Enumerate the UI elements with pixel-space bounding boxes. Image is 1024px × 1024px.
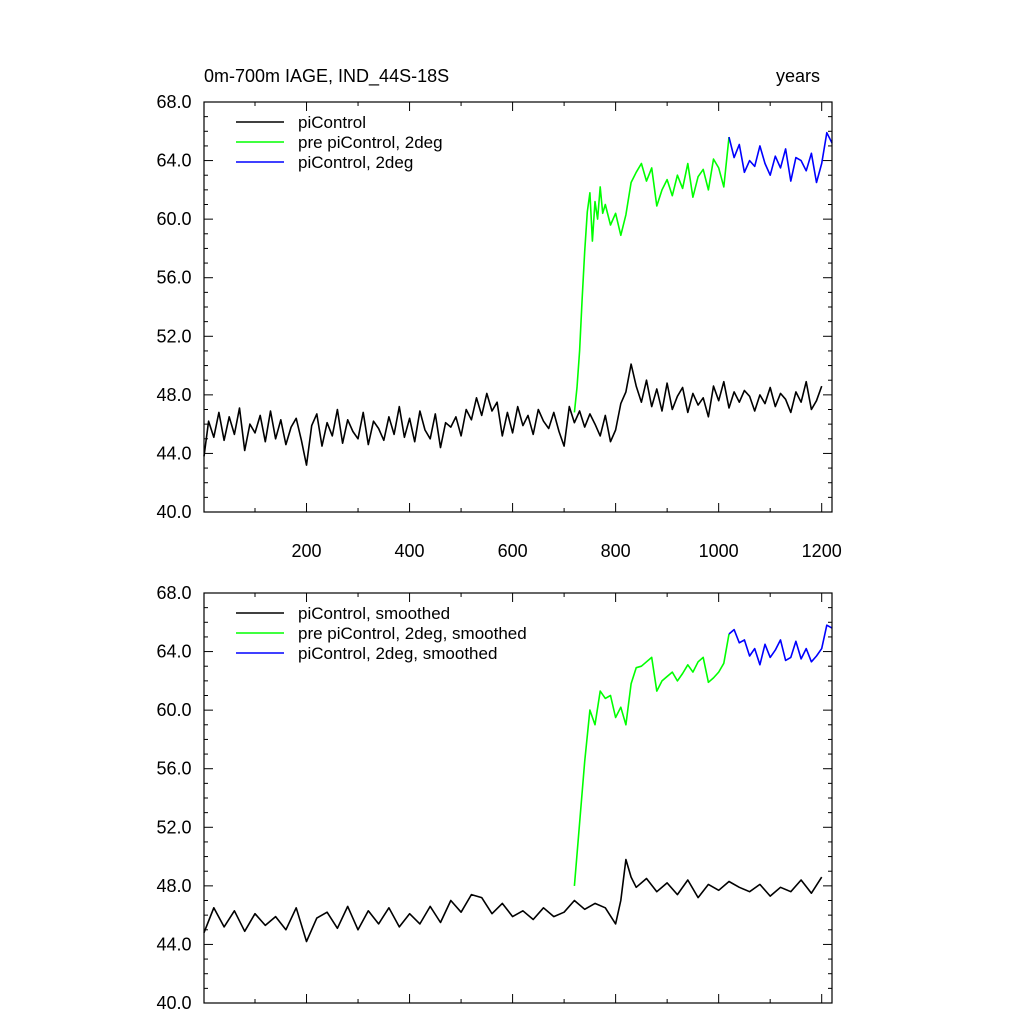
y-tick-label: 40.0 [156, 502, 191, 522]
y-tick-label: 48.0 [156, 385, 191, 405]
y-tick-label: 56.0 [156, 268, 191, 288]
series-line-1-0 [203, 858, 823, 943]
series-line-0-1 [573, 137, 730, 413]
legend-label: piControl, 2deg [298, 153, 413, 172]
x-tick-label: 1200 [802, 541, 842, 561]
y-tick-label: 64.0 [156, 151, 191, 171]
x-tick-label: 800 [601, 541, 631, 561]
x-tick-label: 600 [498, 541, 528, 561]
series-line-0-2 [728, 131, 833, 184]
units-label: years [776, 66, 820, 86]
legend-label: pre piControl, 2deg [298, 133, 443, 152]
chart-title: 0m-700m IAGE, IND_44S-18S [204, 66, 449, 87]
y-tick-label: 52.0 [156, 326, 191, 346]
series-line-0-0 [203, 363, 823, 466]
series-line-1-1 [573, 633, 730, 886]
bottom-plot-panel: 40.0 44.0 48.0 52.0 56.0 60.0 64.0 68.0 piContro… [156, 583, 833, 1013]
x-tick-label: 400 [395, 541, 425, 561]
y-tick-label: 68.0 [156, 92, 191, 112]
y-tick-label: 68.0 [156, 583, 191, 603]
legend-label: piControl [298, 113, 366, 132]
legend-label: pre piControl, 2deg, smoothed [298, 624, 527, 643]
y-tick-label: 60.0 [156, 700, 191, 720]
y-tick-label: 64.0 [156, 642, 191, 662]
y-tick-label: 56.0 [156, 759, 191, 779]
legend-label: piControl, smoothed [298, 604, 450, 623]
y-tick-label: 44.0 [156, 934, 191, 954]
y-tick-label: 40.0 [156, 993, 191, 1013]
top-plot-panel: 40.0 44.0 48.0 52.0 56.0 60.0 64.0 68.0 200 400 60… [156, 92, 841, 561]
series-line-1-2 [728, 624, 833, 666]
x-tick-label: 1000 [699, 541, 739, 561]
y-tick-label: 44.0 [156, 443, 191, 463]
y-tick-label: 52.0 [156, 817, 191, 837]
legend-label: piControl, 2deg, smoothed [298, 644, 497, 663]
x-tick-label: 200 [291, 541, 321, 561]
y-tick-label: 60.0 [156, 209, 191, 229]
y-tick-label: 48.0 [156, 876, 191, 896]
